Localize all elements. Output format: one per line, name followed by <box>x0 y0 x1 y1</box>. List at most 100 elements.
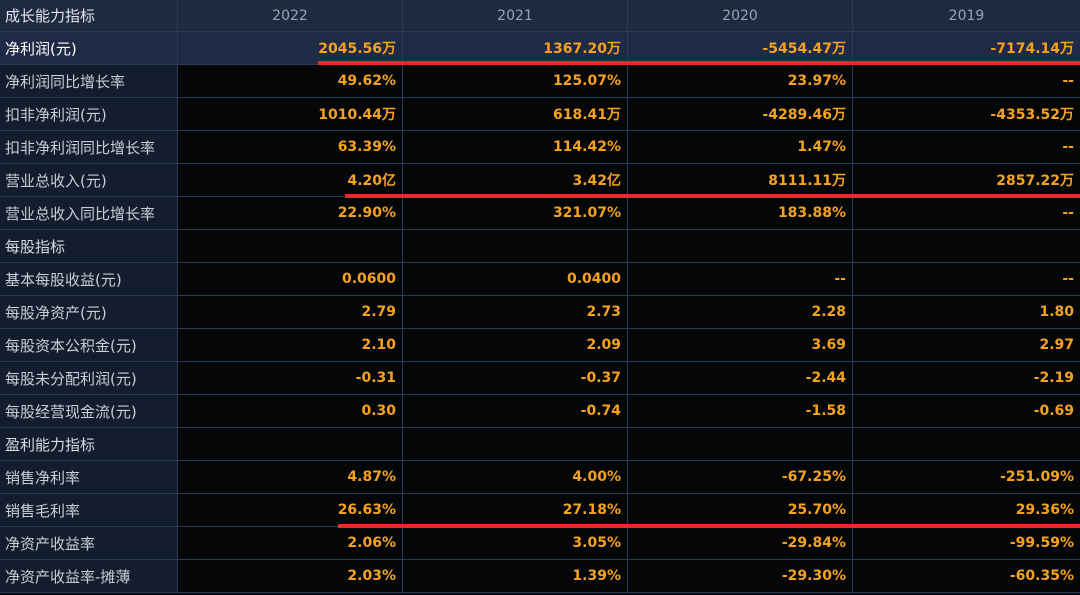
row-label: 销售净利率 <box>0 461 178 494</box>
row-label: 扣非净利润同比增长率 <box>0 131 178 164</box>
value-cell <box>178 428 403 461</box>
value-cell: -67.25% <box>628 461 853 494</box>
section-header-row[interactable]: 盈利能力指标 <box>0 428 1080 461</box>
value-cell: 2857.22万 <box>853 164 1080 197</box>
table-row[interactable]: 营业总收入同比增长率 22.90% 321.07% 183.88% -- <box>0 197 1080 230</box>
value-cell: 4.00% <box>403 461 628 494</box>
value-cell: -- <box>853 65 1080 98</box>
row-label: 每股经营现金流(元) <box>0 395 178 428</box>
value-cell: -- <box>853 131 1080 164</box>
value-cell: 618.41万 <box>403 98 628 131</box>
value-cell <box>853 230 1080 263</box>
red-underline-annotation <box>345 194 1080 198</box>
value-cell <box>628 428 853 461</box>
value-cell: -29.84% <box>628 527 853 560</box>
row-label: 每股未分配利润(元) <box>0 362 178 395</box>
table-row[interactable]: 销售毛利率 26.63% 27.18% 25.70% 29.36% <box>0 494 1080 527</box>
value-cell: 2.03% <box>178 560 403 593</box>
value-cell: 183.88% <box>628 197 853 230</box>
header-title: 成长能力指标 <box>0 0 178 32</box>
year-column-header[interactable]: 2021 <box>403 0 628 32</box>
table-row[interactable]: 每股经营现金流(元) 0.30 -0.74 -1.58 -0.69 <box>0 395 1080 428</box>
table-row[interactable]: 基本每股收益(元) 0.0600 0.0400 -- -- <box>0 263 1080 296</box>
table-row[interactable]: 扣非净利润(元) 1010.44万 618.41万 -4289.46万 -4353.52… <box>0 98 1080 131</box>
table-row[interactable]: 每股资本公积金(元) 2.10 2.09 3.69 2.97 <box>0 329 1080 362</box>
row-label: 净资产收益率-摊薄 <box>0 560 178 593</box>
year-column-header[interactable]: 2022 <box>178 0 403 32</box>
value-cell: 29.36% <box>853 494 1080 527</box>
row-label: 营业总收入同比增长率 <box>0 197 178 230</box>
row-label: 每股净资产(元) <box>0 296 178 329</box>
table-row[interactable]: 净资产收益率 2.06% 3.05% -29.84% -99.59% <box>0 527 1080 560</box>
value-cell: -0.69 <box>853 395 1080 428</box>
value-cell: -99.59% <box>853 527 1080 560</box>
value-cell: 2.28 <box>628 296 853 329</box>
value-cell: 321.07% <box>403 197 628 230</box>
row-label: 基本每股收益(元) <box>0 263 178 296</box>
value-cell: 114.42% <box>403 131 628 164</box>
value-cell: 23.97% <box>628 65 853 98</box>
row-label: 营业总收入(元) <box>0 164 178 197</box>
value-cell: 0.30 <box>178 395 403 428</box>
value-cell: -4289.46万 <box>628 98 853 131</box>
value-cell: 4.87% <box>178 461 403 494</box>
value-cell: 2045.56万 <box>178 32 403 65</box>
value-cell: 22.90% <box>178 197 403 230</box>
table-row[interactable]: 净资产收益率-摊薄 2.03% 1.39% -29.30% -60.35% <box>0 560 1080 593</box>
section-header-row[interactable]: 每股指标 <box>0 230 1080 263</box>
row-label: 销售毛利率 <box>0 494 178 527</box>
section-label: 盈利能力指标 <box>0 428 178 461</box>
value-cell: 125.07% <box>403 65 628 98</box>
value-cell <box>403 428 628 461</box>
red-underline-annotation <box>338 524 1080 528</box>
value-cell: 2.97 <box>853 329 1080 362</box>
value-cell: 8111.11万 <box>628 164 853 197</box>
row-label: 净资产收益率 <box>0 527 178 560</box>
value-cell: -60.35% <box>853 560 1080 593</box>
value-cell: 1.47% <box>628 131 853 164</box>
value-cell: 27.18% <box>403 494 628 527</box>
value-cell: 63.39% <box>178 131 403 164</box>
value-cell: 2.73 <box>403 296 628 329</box>
red-underline-annotation <box>318 61 1080 65</box>
value-cell: -1.58 <box>628 395 853 428</box>
value-cell: 4.20亿 <box>178 164 403 197</box>
value-cell: 3.69 <box>628 329 853 362</box>
value-cell <box>178 230 403 263</box>
value-cell: 2.79 <box>178 296 403 329</box>
table-row[interactable]: 销售净利率 4.87% 4.00% -67.25% -251.09% <box>0 461 1080 494</box>
table-header-row: 成长能力指标 2022 2021 2020 2019 <box>0 0 1080 32</box>
value-cell: 2.06% <box>178 527 403 560</box>
table-row[interactable]: 每股净资产(元) 2.79 2.73 2.28 1.80 <box>0 296 1080 329</box>
value-cell <box>628 230 853 263</box>
row-label: 扣非净利润(元) <box>0 98 178 131</box>
section-label: 每股指标 <box>0 230 178 263</box>
value-cell: -2.19 <box>853 362 1080 395</box>
value-cell: 1367.20万 <box>403 32 628 65</box>
table-row[interactable]: 每股未分配利润(元) -0.31 -0.37 -2.44 -2.19 <box>0 362 1080 395</box>
row-label: 净利润同比增长率 <box>0 65 178 98</box>
value-cell: -2.44 <box>628 362 853 395</box>
row-label: 净利润(元) <box>0 32 178 65</box>
value-cell: 0.0600 <box>178 263 403 296</box>
value-cell: 0.0400 <box>403 263 628 296</box>
value-cell: 2.10 <box>178 329 403 362</box>
table-row[interactable]: 净利润同比增长率 49.62% 125.07% 23.97% -- <box>0 65 1080 98</box>
table-row[interactable]: 扣非净利润同比增长率 63.39% 114.42% 1.47% -- <box>0 131 1080 164</box>
table-row[interactable]: 营业总收入(元) 4.20亿 3.42亿 8111.11万 2857.22万 <box>0 164 1080 197</box>
value-cell: 1.80 <box>853 296 1080 329</box>
value-cell: 49.62% <box>178 65 403 98</box>
value-cell: -- <box>853 263 1080 296</box>
value-cell: 26.63% <box>178 494 403 527</box>
row-label: 每股资本公积金(元) <box>0 329 178 362</box>
year-column-header[interactable]: 2019 <box>853 0 1080 32</box>
value-cell: -5454.47万 <box>628 32 853 65</box>
year-column-header[interactable]: 2020 <box>628 0 853 32</box>
value-cell: 1.39% <box>403 560 628 593</box>
value-cell: 1010.44万 <box>178 98 403 131</box>
value-cell: -0.74 <box>403 395 628 428</box>
value-cell: 3.42亿 <box>403 164 628 197</box>
value-cell: -4353.52万 <box>853 98 1080 131</box>
value-cell: -251.09% <box>853 461 1080 494</box>
